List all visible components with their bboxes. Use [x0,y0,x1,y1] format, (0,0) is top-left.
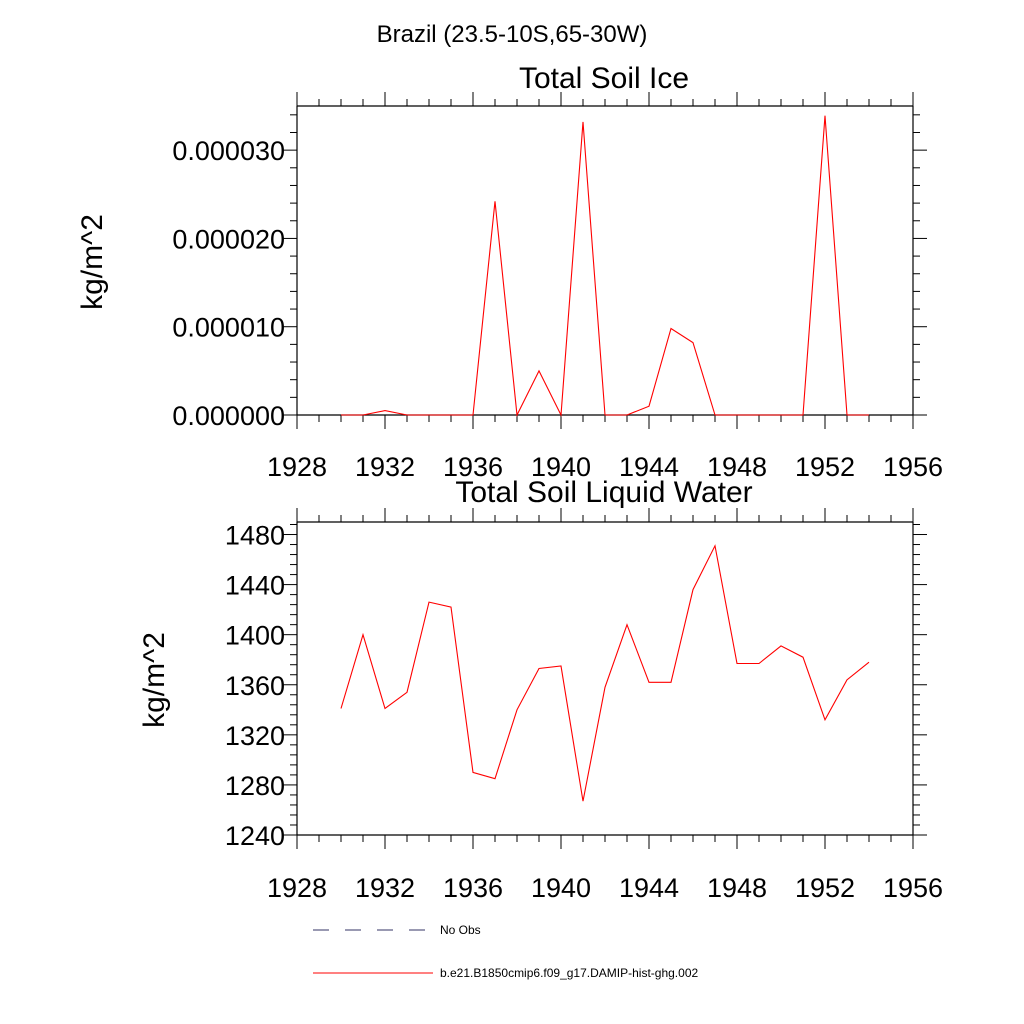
x-tick-label: 1944 [619,452,679,482]
chart-title: Total Soil Ice [519,62,689,95]
x-tick-label: 1948 [707,452,767,482]
x-tick-label: 1940 [531,873,591,903]
marks-layer: 1928 1932 1936 1940 1944 1948 1952 1956 1240 1280… [225,508,943,903]
y-axis-label: kg/m^2 [138,632,171,728]
y-tick-label: 1280 [225,771,285,801]
y-tick-label: 0.000000 [172,401,285,431]
series-line [340,544,870,802]
x-tick-label: 1956 [883,873,943,903]
legend-label-no-obs: No Obs [440,923,481,937]
legend: No Obs b.e21.B1850cmip6.f09_g17.DAMIP-hi… [313,923,698,980]
y-tick-label: 0.000010 [172,313,285,343]
legend-label-model: b.e21.B1850cmip6.f09_g17.DAMIP-hist-ghg.… [440,966,698,980]
y-tick-label: 1400 [225,621,285,651]
x-tick-label: 1936 [443,873,503,903]
chart-panel-soil-liquid-water: Total Soil Liquid Water kg/m^2 1928 1932 1… [138,476,943,903]
x-tick-label: 1940 [531,452,591,482]
x-tick-label: 1952 [795,873,855,903]
y-tick-label: 0.000020 [172,224,285,254]
x-tick-label: 1928 [267,452,327,482]
x-tick-label: 1956 [883,452,943,482]
y-tick-label: 1240 [225,821,285,851]
y-tick-label: 1440 [225,571,285,601]
x-tick-label: 1936 [443,452,503,482]
y-tick-label: 0.000030 [172,136,285,166]
y-tick-label: 1320 [225,721,285,751]
chart-title: Total Soil Liquid Water [455,476,752,509]
x-tick-label: 1932 [355,452,415,482]
x-tick-label: 1932 [355,873,415,903]
y-tick-label: 1480 [225,521,285,551]
figure-title: Brazil (23.5-10S,65-30W) [377,21,648,48]
x-tick-label: 1928 [267,873,327,903]
x-tick-label: 1948 [707,873,767,903]
x-tick-label: 1952 [795,452,855,482]
y-axis-label: kg/m^2 [76,214,109,310]
marks-layer: 1928 1932 1936 1940 1944 1948 1952 1956 0.000000… [172,92,943,482]
y-tick-label: 1360 [225,671,285,701]
chart-panel-soil-ice: Total Soil Ice kg/m^2 1928 1932 1936 1940 19… [76,62,943,482]
series-line [341,115,869,418]
x-tick-label: 1944 [619,873,679,903]
